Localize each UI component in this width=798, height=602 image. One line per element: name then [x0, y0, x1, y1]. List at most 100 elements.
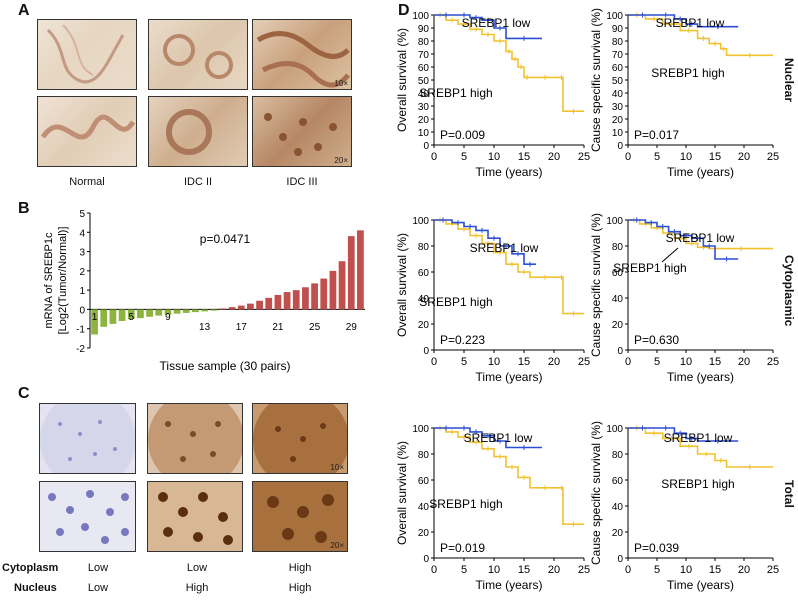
x-tick-label: 15 — [518, 564, 530, 576]
x-tick-label: 10 — [488, 151, 500, 163]
x-tick-label: 10 — [488, 564, 500, 576]
y-axis-label: Cause specific survival (%) — [590, 213, 603, 357]
x-tick-label: 5 — [461, 151, 467, 163]
y-tick-label: 40 — [418, 502, 430, 513]
x-tick-label: 0 — [431, 151, 437, 163]
x-tick-label: 10 — [488, 356, 500, 368]
row-label-cytoplasmic: Cytoplasmic — [782, 255, 796, 327]
x-tick-label: 0 — [625, 564, 631, 576]
y-tick-label: 40 — [612, 294, 624, 305]
y-tick-label: 40 — [612, 502, 624, 513]
y-tick-label: 20 — [418, 528, 430, 539]
cytoplasm-value-2: Low — [186, 562, 208, 574]
y-tick-label: 80 — [418, 37, 430, 48]
x-tick-label: 5 — [461, 356, 467, 368]
y-axis-label-line1: mRNA of SREBP1c — [43, 232, 55, 328]
bar — [274, 294, 282, 310]
x-tick-label: 25 — [767, 564, 779, 576]
x-tick-label: 25 — [309, 322, 321, 333]
y-tick-label: 30 — [418, 102, 430, 113]
micrograph-normal-20x — [37, 96, 137, 167]
x-tick-label: 0 — [625, 356, 631, 368]
y-tick-label: 20 — [612, 528, 624, 539]
bar — [311, 283, 318, 310]
p-value: P=0.223 — [440, 333, 485, 347]
bar — [292, 290, 300, 310]
km-curve-low — [628, 427, 739, 442]
p-value: P=0.019 — [440, 541, 485, 555]
y-axis-label: Cause specific survival (%) — [590, 8, 603, 152]
km-curve-low — [628, 14, 739, 28]
panel-letter-a: A — [18, 2, 30, 19]
column-caption-idc2: IDC II — [183, 176, 213, 188]
y-tick-label: 50 — [612, 76, 624, 87]
cytoplasm-value-3: High — [288, 562, 312, 574]
y-tick-label: 60 — [418, 268, 430, 279]
y-tick-label: 80 — [612, 242, 624, 253]
y-tick-label: 20 — [612, 320, 624, 331]
y-tick-label: 100 — [412, 11, 429, 22]
magnification-label: 10× — [334, 79, 348, 88]
y-tick-label: 10 — [612, 128, 624, 139]
km-total-overall: 0 20 40 60 80 100 0 5 10 15 20 25 Time (years) Overal… — [395, 424, 590, 592]
x-tick-label: 17 — [236, 322, 248, 333]
x-tick-label: 5 — [654, 356, 660, 368]
tissue-texture — [46, 24, 125, 84]
y-tick-label: 60 — [612, 63, 624, 74]
legend-srebp1-low: SREBP1 low — [664, 431, 733, 445]
x-tick-label: 1 — [92, 312, 98, 323]
p-value: P=0.630 — [634, 333, 679, 347]
nucleus-value-1: Low — [87, 582, 109, 594]
x-tick-label: 5 — [461, 564, 467, 576]
tissue-texture — [253, 404, 347, 473]
y-tick-label: 100 — [606, 11, 623, 22]
legend-srebp1-high: SREBP1 high — [613, 261, 686, 275]
bar — [192, 309, 199, 313]
km-curve-low — [434, 14, 542, 40]
bar — [146, 309, 153, 317]
column-caption-idc3: IDC III — [286, 176, 318, 188]
bar — [164, 309, 172, 315]
bar — [265, 297, 273, 310]
legend-srebp1-high: SREBP1 high — [429, 497, 502, 511]
bar — [100, 309, 108, 327]
bar — [347, 236, 355, 310]
micrograph-c-high-20x: 20× — [252, 481, 348, 552]
tissue-texture — [40, 114, 136, 140]
km-curve-low — [434, 427, 542, 449]
y-tick-label: 0 — [423, 554, 429, 565]
bar — [137, 309, 144, 319]
y-tick-label: 20 — [612, 115, 624, 126]
x-tick-label: 5 — [654, 564, 660, 576]
p-value-annotation: p=0.0471 — [200, 232, 251, 246]
nucleus-value-2: High — [185, 582, 209, 594]
y-tick-label: 80 — [612, 37, 624, 48]
y-tick-label: 40 — [612, 89, 624, 100]
x-tick-label: 15 — [709, 564, 721, 576]
legend-srebp1-high: SREBP1 high — [651, 66, 724, 80]
bar — [237, 305, 245, 310]
x-tick-label: 10 — [680, 151, 692, 163]
row-label-cytoplasm: Cytoplasm — [2, 562, 59, 574]
x-tick-label: 20 — [738, 151, 750, 163]
bar — [201, 309, 208, 312]
y-tick-label: 40 — [418, 294, 430, 305]
legend-srebp1-low: SREBP1 low — [470, 241, 539, 255]
legend-srebp1-low: SREBP1 low — [462, 16, 531, 30]
y-tick-label: 20 — [418, 320, 430, 331]
x-tick-label: 10 — [680, 564, 692, 576]
bar — [109, 309, 117, 324]
x-tick-label: 20 — [548, 151, 560, 163]
bar — [228, 307, 236, 310]
x-tick-label: 15 — [518, 151, 530, 163]
y-tick-label: -2 — [76, 344, 85, 355]
bar — [155, 309, 163, 316]
tissue-texture — [148, 404, 242, 473]
x-tick-label: 20 — [548, 564, 560, 576]
km-nuclear-cause: 0 10 20 30 40 50 60 70 80 90 100 0 5 10 15 20 25 Time (ye… — [590, 8, 779, 179]
bar — [127, 309, 135, 320]
y-tick-label: 0 — [79, 305, 85, 316]
p-value: P=0.039 — [634, 541, 679, 555]
y-tick-label: 80 — [612, 450, 624, 461]
